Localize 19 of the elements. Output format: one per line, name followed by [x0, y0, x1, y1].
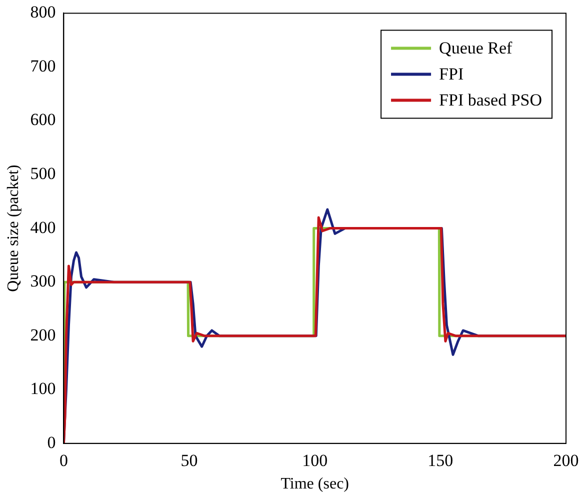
legend-label: Queue Ref — [439, 38, 513, 58]
y-tick-label: 500 — [30, 164, 56, 183]
y-tick-label: 700 — [30, 56, 56, 76]
y-tick-label: 600 — [30, 110, 56, 130]
x-tick-label: 150 — [428, 451, 454, 470]
y-tick-label: 0 — [47, 432, 56, 452]
legend-label: FPI based PSO — [439, 90, 542, 110]
y-tick-label: 100 — [30, 379, 56, 398]
x-tick-label: 200 — [553, 451, 579, 470]
x-tick-label: 100 — [302, 451, 328, 470]
x-tick-label: 50 — [180, 451, 198, 470]
y-axis-title: Queue size (packet) — [4, 164, 22, 292]
y-tick-label: 300 — [30, 272, 56, 291]
y-tick-label: 400 — [30, 218, 56, 237]
legend-label: FPI — [439, 64, 464, 84]
x-axis-title: Time (sec) — [280, 476, 349, 493]
x-tick-label: 0 — [59, 451, 68, 470]
y-tick-label: 200 — [30, 325, 56, 344]
y-tick-label: 800 — [30, 2, 56, 22]
